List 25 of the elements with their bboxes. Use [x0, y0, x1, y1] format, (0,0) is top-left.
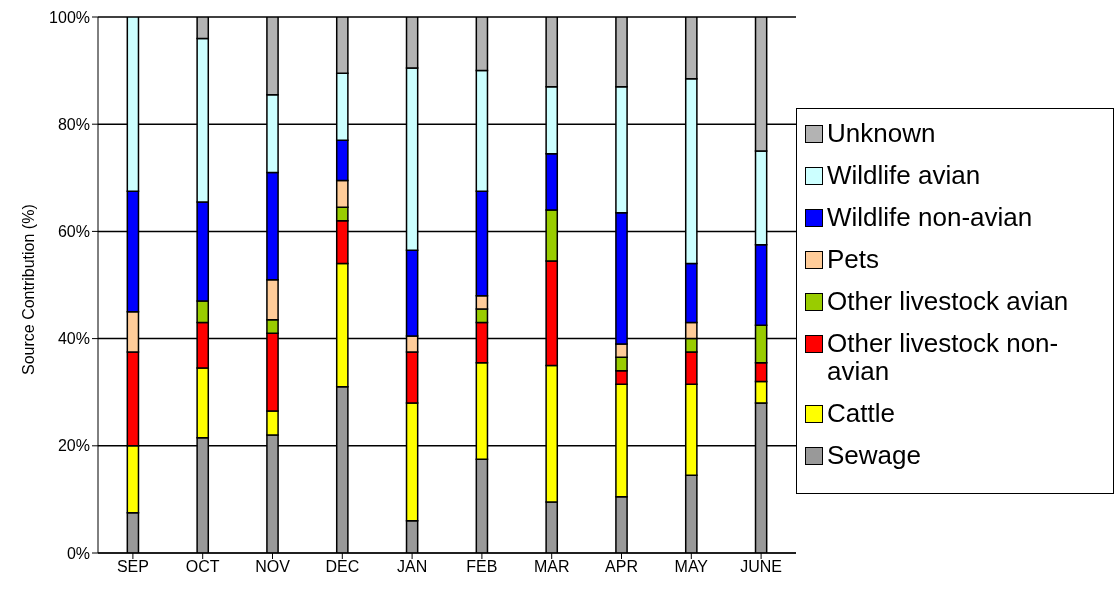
y-tick-label: 0%	[66, 544, 90, 562]
x-tick-label: JAN	[396, 558, 428, 576]
legend-label: Cattle	[827, 397, 895, 428]
x-tick-label: MAR	[533, 558, 570, 576]
legend-label: Wildlife non-avian	[827, 201, 1033, 232]
x-tick-label: SEP	[116, 558, 149, 576]
y-tick-label: 100%	[49, 8, 90, 26]
x-tick-label: JUNE	[740, 558, 782, 576]
legend-label: Other livestock avian	[827, 285, 1069, 316]
y-tick-label: 60%	[57, 223, 90, 241]
legend-label: Sewage	[827, 439, 921, 470]
x-tick-label: APR	[605, 558, 638, 576]
x-tick-label: MAY	[674, 558, 709, 576]
y-tick-label: 20%	[57, 437, 90, 455]
x-tick-label: DEC	[325, 558, 360, 576]
legend-label: Unknown	[827, 117, 936, 148]
y-tick-label: 80%	[57, 115, 90, 133]
y-tick-label: 40%	[57, 330, 90, 348]
x-tick-label: OCT	[185, 558, 220, 576]
x-tick-label: FEB	[466, 558, 498, 576]
legend-label: Pets	[827, 243, 880, 274]
x-tick-label: NOV	[255, 558, 291, 576]
legend-label: Other livestock non-avian	[827, 327, 1060, 386]
y-axis-title: Source Contribution (%)	[19, 204, 37, 375]
legend-label: Wildlife avian	[827, 159, 981, 190]
